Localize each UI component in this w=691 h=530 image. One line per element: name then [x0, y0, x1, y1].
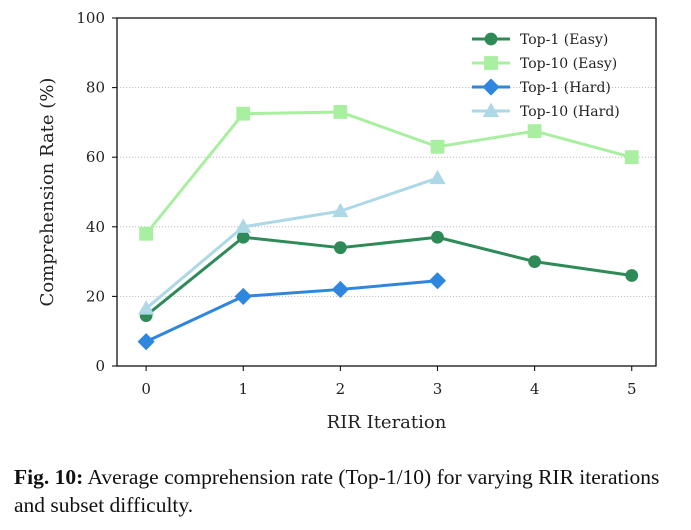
- plot-frame: [116, 17, 657, 367]
- x-tick-label: 3: [433, 380, 443, 398]
- series-line: [144, 110, 633, 235]
- data-point: [430, 139, 445, 154]
- y-axis-label: Comprehension Rate (%): [37, 78, 58, 307]
- legend-marker: [482, 78, 500, 96]
- series-layer: [137, 105, 639, 351]
- data-point: [333, 105, 348, 119]
- data-point: [331, 280, 349, 299]
- data-point: [234, 287, 252, 305]
- series-line: [145, 279, 438, 343]
- x-tick-label: 5: [627, 380, 637, 398]
- caption-label: Fig. 10:: [14, 465, 84, 489]
- y-tick-label: 40: [86, 218, 105, 236]
- legend-entry: Top-1 (Easy): [472, 32, 608, 48]
- x-tick-label: 2: [336, 380, 346, 398]
- figure-caption: Fig. 10: Average comprehension rate (Top…: [14, 463, 684, 519]
- legend-label: Top-1 (Easy): [520, 32, 608, 48]
- y-tick-label: 0: [95, 357, 105, 375]
- data-point: [625, 269, 639, 282]
- legend: Top-1 (Easy) Top-10 (Easy) Top-1 (Hard) Top…: [472, 32, 620, 120]
- series-line: [145, 235, 632, 317]
- legend-label: Top-10 (Hard): [520, 104, 620, 120]
- caption-text: Average comprehension rate (Top-1/10) fo…: [14, 465, 660, 517]
- data-point: [528, 255, 542, 269]
- legend-marker: [482, 102, 500, 118]
- x-tick-label: 1: [238, 380, 248, 398]
- legend-label: Top-10 (Easy): [520, 56, 617, 72]
- legend-entry: Top-1 (Hard): [472, 78, 611, 96]
- data-point: [429, 169, 446, 185]
- data-point: [431, 230, 444, 244]
- x-tick-label: 4: [530, 380, 540, 398]
- axis-ticks: 0 1 2 3 4 5 0 20 40 60 80 100: [76, 9, 636, 398]
- data-point: [139, 226, 154, 241]
- data-point: [137, 333, 155, 351]
- x-tick-label: 0: [141, 380, 151, 398]
- data-point: [527, 124, 542, 138]
- data-point: [236, 230, 250, 244]
- series-2: [137, 272, 447, 351]
- legend-marker: [484, 32, 498, 46]
- y-tick-label: 60: [86, 148, 105, 166]
- y-tick-label: 20: [86, 287, 105, 305]
- series-0: [139, 230, 639, 322]
- data-point: [236, 106, 251, 121]
- series-1: [139, 105, 639, 241]
- legend-entry: Top-10 (Hard): [472, 102, 620, 120]
- data-point: [428, 272, 447, 290]
- series-3: [137, 169, 446, 315]
- x-axis-label: RIR Iteration: [327, 412, 447, 433]
- y-tick-label: 80: [86, 79, 105, 97]
- series-line: [145, 176, 438, 310]
- data-point: [235, 218, 252, 233]
- legend-marker: [484, 56, 498, 70]
- data-point: [624, 150, 639, 165]
- y-tick-label: 100: [76, 9, 105, 27]
- data-point: [333, 241, 347, 255]
- legend-label: Top-1 (Hard): [520, 80, 611, 96]
- data-point: [137, 300, 155, 315]
- data-point: [332, 202, 349, 218]
- legend-entry: Top-10 (Easy): [472, 56, 617, 72]
- line-chart: 0 1 2 3 4 5 0 20 40 60 80 100 RIR Iteration Compreh…: [37, 9, 657, 433]
